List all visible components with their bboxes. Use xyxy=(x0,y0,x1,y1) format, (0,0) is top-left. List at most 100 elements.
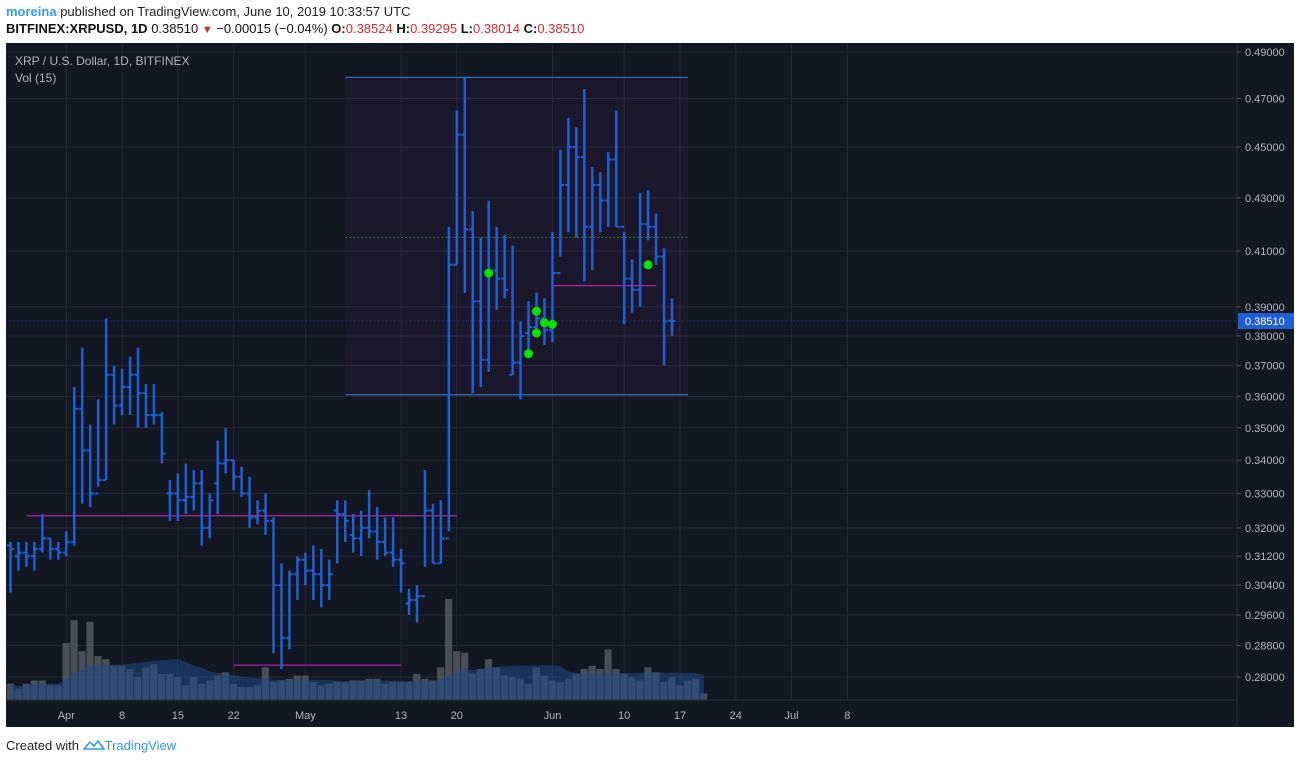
ohlc-bar xyxy=(94,399,102,495)
author-name[interactable]: moreina xyxy=(6,4,57,19)
time-axis[interactable] xyxy=(6,700,1237,727)
price-axis-ticks: 0.49000 0.47000 0.45000 0.43000 0.41000 0.390… xyxy=(1237,47,1285,684)
price-tick-label: 0.34000 xyxy=(1245,455,1285,467)
price-tick-label: 0.39000 xyxy=(1245,302,1285,314)
price-axis[interactable] xyxy=(1237,43,1294,727)
tradingview-logo-icon xyxy=(81,739,106,750)
ohlc-bar xyxy=(357,510,365,557)
volume-legend[interactable]: Vol (15) xyxy=(15,71,56,85)
tradingview-brand[interactable]: TradingView xyxy=(104,738,177,753)
ohlc-bar xyxy=(102,318,110,482)
ohlc-bar xyxy=(437,500,445,565)
ohlc-bar xyxy=(429,503,437,565)
last-price-label: 0.38510 xyxy=(6,313,1294,330)
ohlc-bar xyxy=(620,225,628,325)
time-tick-label: 13 xyxy=(395,710,407,722)
price-tick-label: 0.28800 xyxy=(1245,641,1285,653)
ohlc-bar xyxy=(381,517,389,557)
price-tick-label: 0.36000 xyxy=(1245,391,1285,403)
ohlc-bar xyxy=(158,411,166,464)
ohlc-bar xyxy=(580,89,588,282)
ohlc-bar xyxy=(78,347,86,504)
close-label: C: xyxy=(523,21,538,36)
series-legend[interactable]: XRP / U.S. Dollar, 1D, BITFINEX xyxy=(15,54,190,68)
ohlc-bar xyxy=(206,493,214,539)
plot-background xyxy=(6,43,1237,727)
ohlc-bar xyxy=(564,117,572,233)
ohlc-bar xyxy=(150,383,158,425)
ohlc-bar xyxy=(285,570,293,650)
signal-marker xyxy=(643,260,653,270)
ohlc-bar xyxy=(317,549,325,608)
footer: Created with TradingView xyxy=(6,738,176,753)
ohlc-bar xyxy=(62,531,70,557)
ohlc-bar xyxy=(652,213,660,265)
ohlc-bar xyxy=(70,387,78,546)
volume-bar xyxy=(445,598,453,700)
volume-ma-area xyxy=(10,659,704,700)
high-value: 0.39295 xyxy=(410,21,458,36)
published-text: published on TradingView.com, June 10, 2… xyxy=(60,4,411,19)
time-tick-label: 8 xyxy=(844,710,850,722)
ohlc-bar xyxy=(222,427,230,474)
time-tick-label: 17 xyxy=(674,710,686,722)
created-with-text: Created with xyxy=(6,738,79,753)
ohlc-bar xyxy=(54,541,62,560)
ohlc-bar xyxy=(246,476,254,528)
ohlc-bar xyxy=(118,368,126,416)
ohlc-bar xyxy=(86,424,94,508)
time-tick-label: Jun xyxy=(544,710,562,722)
ohlc-bar xyxy=(7,541,14,593)
ohlc-bar xyxy=(413,585,421,623)
signal-marker xyxy=(524,349,534,359)
ohlc-bar xyxy=(612,110,620,228)
ohlc-bar xyxy=(389,517,397,567)
ohlc-bar xyxy=(445,226,453,540)
ohlc-bar xyxy=(142,383,150,428)
signal-marker xyxy=(547,319,557,329)
open-value: 0.38524 xyxy=(345,21,393,36)
ohlc-bar xyxy=(588,167,596,271)
ohlc-bar xyxy=(238,466,246,497)
ohlc-bar xyxy=(341,500,349,542)
ohlc-bar xyxy=(517,321,525,400)
ohlc-bar xyxy=(373,507,381,560)
price-tick-label: 0.49000 xyxy=(1245,47,1285,59)
last-price-text: 0.38510 xyxy=(1245,316,1285,328)
ohlc-bar xyxy=(270,517,278,654)
price-tick-label: 0.41000 xyxy=(1245,246,1285,258)
ohlc-bar xyxy=(644,190,652,241)
ohlc-bar xyxy=(493,226,501,310)
ohlc-bar xyxy=(604,152,612,227)
ohlc-bar xyxy=(509,245,517,376)
ohlc-bar xyxy=(134,347,142,428)
ohlc-bar xyxy=(636,192,644,307)
ohlc-bar xyxy=(38,513,46,553)
ohlc-bar xyxy=(572,127,580,238)
ohlc-bar xyxy=(365,490,373,539)
price-tick-label: 0.47000 xyxy=(1245,94,1285,106)
time-tick-label: 20 xyxy=(451,710,463,722)
ohlc-bar xyxy=(190,470,198,511)
time-tick-label: 15 xyxy=(172,710,184,722)
volume-bar xyxy=(6,683,14,700)
ohlc-bar xyxy=(333,500,341,564)
ohlc-bar xyxy=(421,470,429,598)
price-tick-label: 0.37000 xyxy=(1245,361,1285,373)
drawings-layer[interactable] xyxy=(26,76,688,666)
price-tick-label: 0.45000 xyxy=(1245,142,1285,154)
ohlc-bar xyxy=(525,301,533,354)
time-tick-label: 24 xyxy=(730,710,742,722)
ohlc-bar xyxy=(14,541,22,571)
ohlc-bar xyxy=(461,77,469,293)
publication-line: moreina published on TradingView.com, Ju… xyxy=(6,4,410,19)
ohlc-bar xyxy=(198,470,206,546)
price-tick-label: 0.33000 xyxy=(1245,489,1285,501)
time-tick-label: 8 xyxy=(119,710,125,722)
high-label: H: xyxy=(396,21,411,36)
price-tick-label: 0.32000 xyxy=(1245,523,1285,535)
low-value: 0.38014 xyxy=(472,21,520,36)
time-tick-label: Apr xyxy=(58,710,75,722)
ohlc-bar xyxy=(126,356,134,416)
